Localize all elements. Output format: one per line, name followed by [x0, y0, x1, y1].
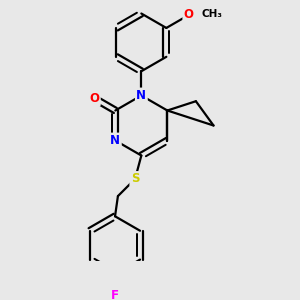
- Text: N: N: [110, 134, 120, 147]
- Text: O: O: [89, 92, 99, 105]
- Text: CH₃: CH₃: [202, 9, 223, 19]
- Text: O: O: [184, 8, 194, 22]
- Text: S: S: [131, 172, 139, 185]
- Text: N: N: [136, 89, 146, 102]
- Text: F: F: [111, 290, 119, 300]
